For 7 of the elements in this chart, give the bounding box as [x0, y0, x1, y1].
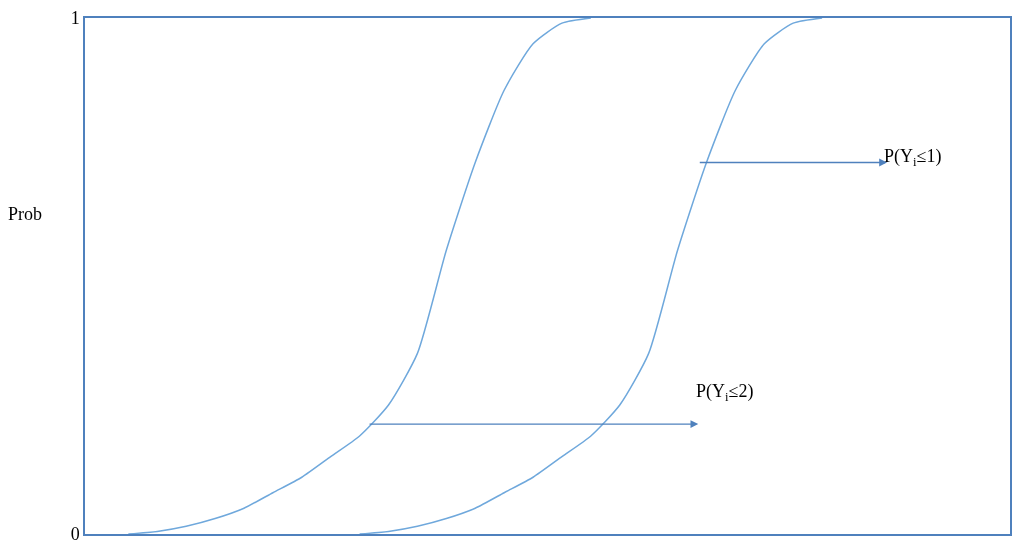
annotation: P(Y$_{i}$≤2) [696, 381, 754, 404]
annotation: P(Y$_{i}$≤1) [884, 146, 942, 169]
y-axis-title: Prob [8, 204, 43, 224]
y-tick-label: 1 [70, 8, 80, 29]
y-tick-label: 0 [70, 524, 80, 545]
line-series [127, 18, 592, 534]
line-series [358, 18, 823, 534]
